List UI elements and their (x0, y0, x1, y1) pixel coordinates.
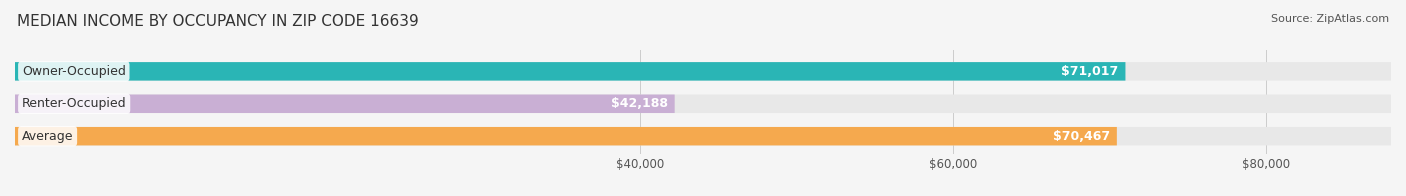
FancyBboxPatch shape (15, 127, 1391, 145)
Text: Owner-Occupied: Owner-Occupied (22, 65, 125, 78)
Text: Source: ZipAtlas.com: Source: ZipAtlas.com (1271, 14, 1389, 24)
FancyBboxPatch shape (15, 94, 1391, 113)
Text: $70,467: $70,467 (1053, 130, 1109, 143)
FancyBboxPatch shape (15, 127, 1116, 145)
Text: MEDIAN INCOME BY OCCUPANCY IN ZIP CODE 16639: MEDIAN INCOME BY OCCUPANCY IN ZIP CODE 1… (17, 14, 419, 29)
Text: $71,017: $71,017 (1062, 65, 1119, 78)
FancyBboxPatch shape (15, 62, 1391, 81)
FancyBboxPatch shape (15, 94, 675, 113)
Text: Renter-Occupied: Renter-Occupied (22, 97, 127, 110)
Text: $42,188: $42,188 (610, 97, 668, 110)
Text: Average: Average (22, 130, 73, 143)
FancyBboxPatch shape (15, 62, 1125, 81)
